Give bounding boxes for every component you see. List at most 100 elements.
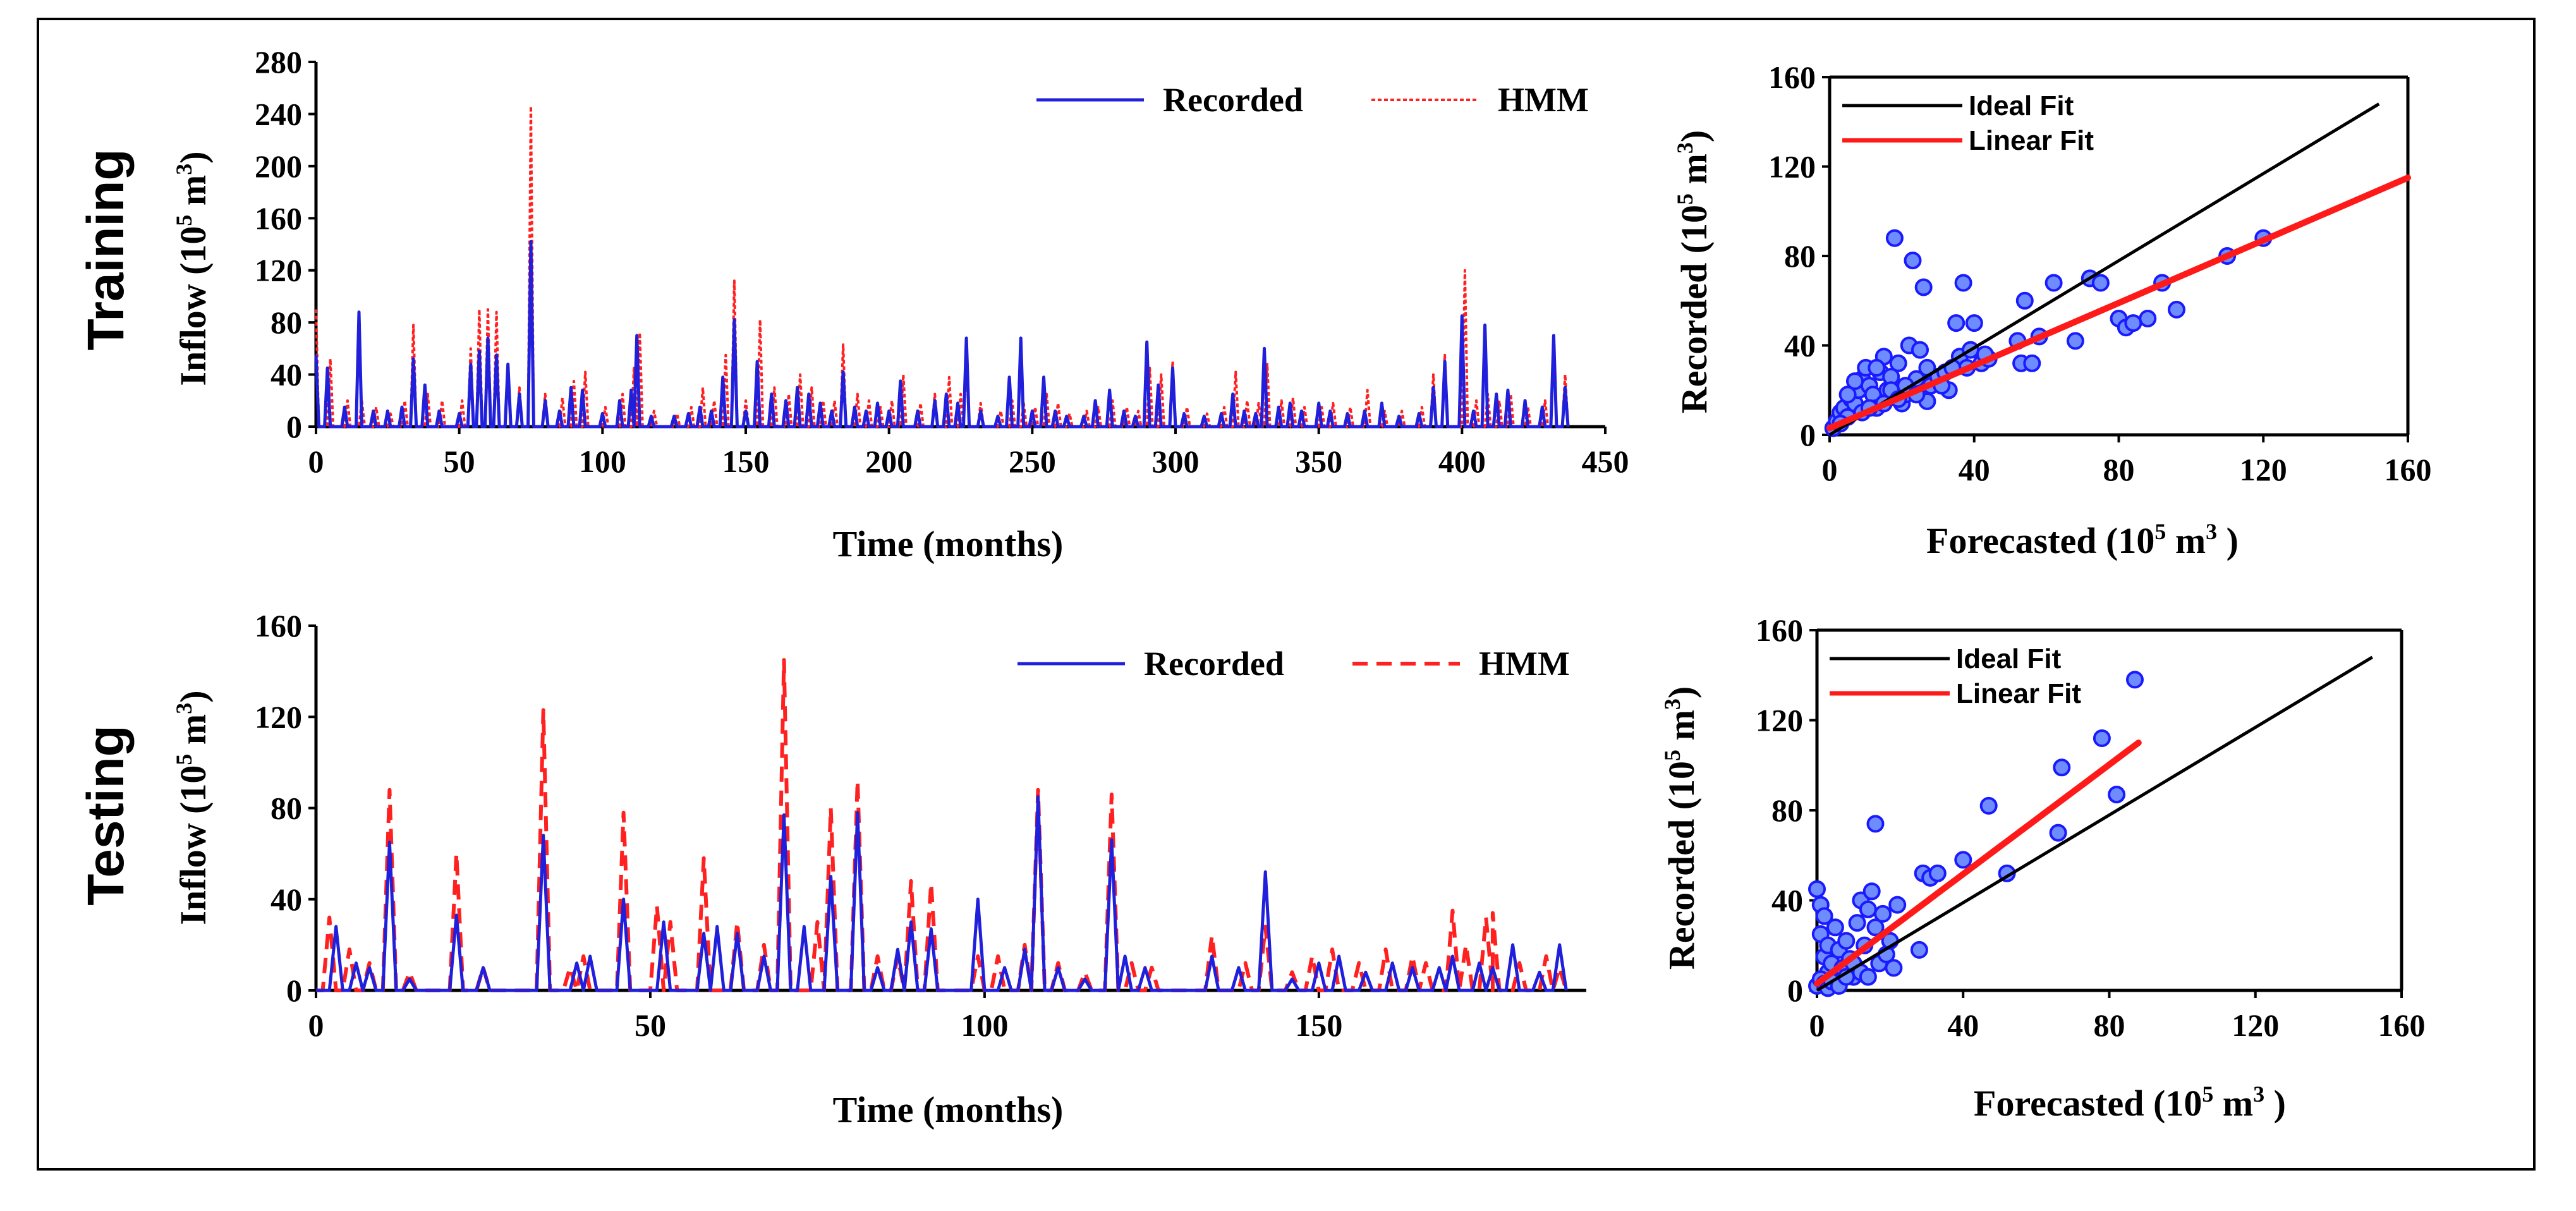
row-label-testing: Testing — [77, 725, 135, 905]
training-series-x-tick-label: 100 — [579, 444, 626, 479]
training-scatter-point — [1904, 252, 1922, 270]
training-series-y-tick-label: 280 — [255, 44, 302, 80]
testing-series-chart: Inflow (105 m3) Time (months) 0 50 100 150 0… — [171, 608, 1586, 1130]
training-series-legend-label-hmm: HMM — [1498, 81, 1589, 119]
training-scatter-point — [2044, 274, 2063, 292]
training-scatter-linear-fit-line — [1826, 174, 2411, 432]
testing-series-xlabel: Time (months) — [833, 1089, 1064, 1130]
training-scatter-y-tick-label: 40 — [1784, 328, 1816, 363]
training-scatter-point — [2168, 300, 2185, 319]
testing-scatter-point — [1910, 940, 1928, 959]
testing-scatter-y-tick-label: 40 — [1771, 883, 1803, 918]
testing-scatter-legend-label-ideal-fit: Ideal Fit — [1956, 643, 2062, 674]
testing-scatter-point — [1888, 896, 1907, 914]
row-label-training: Training — [77, 149, 135, 351]
testing-scatter-point — [1862, 882, 1881, 901]
testing-scatter-y-tick-label: 120 — [1756, 703, 1803, 738]
training-series-x-tick-label: 450 — [1582, 444, 1629, 479]
training-scatter-point — [1838, 386, 1857, 404]
training-series-x-tick-label: 250 — [1009, 444, 1056, 479]
training-series-y-tick-label: 40 — [270, 357, 302, 393]
training-scatter-legend-label-linear-fit: Linear Fit — [1969, 125, 2094, 156]
training-scatter-x-tick-label: 80 — [2103, 452, 2135, 487]
training-scatter-point — [2015, 291, 2034, 310]
testing-scatter-x-tick-label: 40 — [1947, 1007, 1979, 1043]
testing-scatter-point — [1928, 864, 1947, 882]
training-series-x-tick-label: 0 — [308, 444, 324, 479]
training-scatter-point — [2091, 274, 2110, 292]
testing-scatter-y-tick-label: 0 — [1787, 973, 1803, 1008]
training-scatter-point — [1954, 274, 1972, 292]
training-scatter-y-tick-label: 120 — [1768, 149, 1816, 185]
training-scatter-point — [1885, 229, 1904, 247]
training-scatter-y-tick-label: 80 — [1784, 238, 1816, 274]
training-series-xlabel: Time (months) — [833, 523, 1064, 564]
training-series-legend-label-recorded: Recorded — [1163, 81, 1303, 119]
training-scatter-x-tick-label: 120 — [2240, 452, 2287, 487]
testing-scatter-point — [1848, 914, 1866, 932]
testing-scatter-point — [1954, 851, 1972, 869]
testing-scatter-ideal-fit-line — [1816, 655, 2374, 992]
testing-scatter-x-tick-label: 80 — [2094, 1007, 2125, 1043]
training-series-x-tick-label: 300 — [1152, 444, 1200, 479]
testing-scatter-point — [1859, 968, 1877, 986]
training-scatter-point — [1965, 314, 1983, 332]
training-series-chart: Inflow (105 m3) Time (months) 0 50 100 150 2… — [171, 44, 1629, 564]
testing-scatter-point — [1979, 796, 1998, 815]
testing-scatter-point — [1837, 932, 1856, 950]
testing-scatter-point — [1859, 900, 1877, 918]
testing-scatter-y-tick-label: 160 — [1756, 612, 1803, 648]
testing-series-legend-label-hmm: HMM — [1479, 645, 1570, 683]
training-scatter-ylabel: Recorded (105 m3) — [1672, 130, 1715, 413]
training-scatter-point — [2066, 332, 2084, 350]
testing-series-y-tick-label: 0 — [286, 973, 302, 1008]
testing-scatter-xlabel: Forecasted (105 m3 ) — [1974, 1081, 2286, 1124]
testing-series-series-recorded — [316, 795, 1568, 992]
testing-scatter-point — [1866, 918, 1885, 937]
training-scatter-point — [1911, 341, 1929, 359]
training-scatter-point — [1868, 358, 1886, 377]
training-scatter-x-tick-label: 0 — [1822, 452, 1838, 487]
training-series-x-tick-label: 400 — [1438, 444, 1486, 479]
testing-scatter-point — [2053, 758, 2071, 777]
testing-scatter-point — [1866, 815, 1885, 833]
training-scatter-point — [2124, 314, 2142, 332]
training-series-y-tick-label: 200 — [255, 149, 302, 184]
training-scatter-point — [1914, 278, 1933, 296]
testing-scatter-point — [2126, 671, 2144, 689]
training-scatter-x-tick-label: 40 — [1959, 452, 1990, 487]
training-series-series-recorded — [314, 240, 1570, 429]
training-scatter-ideal-fit-line — [1828, 102, 2380, 437]
training-scatter-y-tick-label: 160 — [1768, 59, 1816, 95]
testing-series-y-tick-label: 40 — [270, 882, 302, 917]
testing-scatter-point — [1826, 918, 1844, 937]
training-series-y-tick-label: 80 — [270, 305, 302, 340]
training-scatter-point — [1889, 354, 1907, 372]
testing-series-x-tick-label: 100 — [961, 1007, 1008, 1043]
testing-scatter-x-tick-label: 160 — [2378, 1007, 2426, 1043]
training-scatter-point — [1846, 372, 1864, 391]
training-series-x-tick-label: 50 — [444, 444, 475, 479]
training-scatter-legend-label-ideal-fit: Ideal Fit — [1969, 90, 2074, 121]
training-series-x-tick-label: 150 — [722, 444, 770, 479]
training-series-x-tick-label: 350 — [1295, 444, 1342, 479]
training-scatter-point — [1947, 314, 1965, 332]
testing-series-y-tick-label: 160 — [255, 608, 302, 643]
testing-series-ylabel: Inflow (105 m3) — [171, 690, 214, 925]
testing-scatter-ylabel: Recorded (105 m3) — [1660, 686, 1702, 970]
training-scatter-x-tick-label: 160 — [2385, 452, 2432, 487]
testing-scatter-point — [2093, 729, 2111, 747]
training-scatter-chart: Recorded (105 m3) Forecasted (105 m3 ) 0… — [1672, 59, 2432, 561]
testing-scatter-point — [2049, 824, 2067, 842]
training-scatter-y-tick-label: 0 — [1800, 417, 1816, 453]
testing-series-x-tick-label: 150 — [1295, 1007, 1342, 1043]
figure-border — [37, 18, 2536, 1171]
testing-scatter-point — [2108, 786, 2126, 804]
testing-scatter-point — [1808, 880, 1826, 898]
training-scatter-point — [2139, 310, 2157, 327]
testing-scatter-legend-label-linear-fit: Linear Fit — [1956, 678, 2081, 709]
training-series-x-tick-label: 200 — [865, 444, 913, 479]
testing-scatter-point — [1874, 904, 1892, 923]
training-scatter-point — [2023, 354, 2041, 372]
